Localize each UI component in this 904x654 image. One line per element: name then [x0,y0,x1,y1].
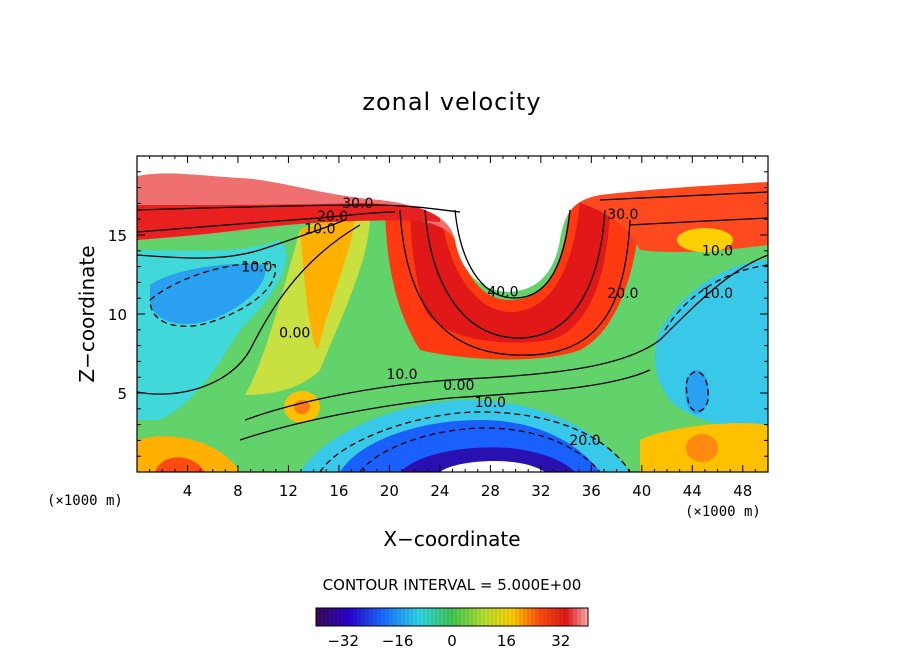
colorbar-tick-label: 32 [551,632,570,650]
x-tick-label: 32 [531,482,550,500]
field-region-right-yellow [677,228,733,252]
x-tick-label: 12 [279,482,298,500]
contour-line-40-u [454,209,571,299]
y-tick-label: 5 [117,385,127,403]
contour-interval-text: CONTOUR INTERVAL = 5.000E+00 [322,576,582,594]
chart-title: zonal velocity [362,88,542,116]
contour-label: 0.00 [279,326,310,342]
contour-label: 10.0 [241,259,272,275]
x-tick-label: 24 [430,482,449,500]
contour-label: 10.0 [702,244,733,260]
colorbar-stripes [319,608,585,626]
contour-line-neg10-bottom [319,411,631,472]
y-tick-label: 10 [108,306,127,324]
contour-label: 10.0 [304,221,335,237]
y-axis-title: Z−coordinate [75,245,99,382]
x-tick-label: 28 [481,482,500,500]
field-region-top-red [137,203,440,240]
x-axis: 4 8 12 16 20 24 28 32 36 40 44 48 [149,156,756,500]
contour-label: 30.0 [342,196,373,212]
contour-line-neg10-right [664,264,768,331]
contour-lines [137,191,768,441]
contour-line-10-left [137,219,346,259]
x-tick-label: 8 [233,482,243,500]
field-region-right-cyan [654,260,768,430]
contour-label: 0.00 [443,378,474,394]
contour-label: 30.0 [607,207,638,223]
contour-label: 10.0 [475,395,506,411]
x-tick-label: 36 [582,482,601,500]
field-region-bottom-blank [440,461,545,472]
y-tick-label: 15 [108,227,127,245]
heatmap-field [137,156,768,472]
field-region-bottom-left-red [155,457,205,472]
contour-line-neg20-bottom [359,427,601,472]
x-tick-label: 16 [329,482,348,500]
x-tick-label: 40 [632,482,651,500]
x-tick-label: 48 [733,482,752,500]
contour-label: 40.0 [487,285,518,301]
contour-line-30-right [599,191,768,201]
x-tick-label: 20 [380,482,399,500]
contour-line-30-left [137,204,461,213]
contour-line-neg10-left [149,262,276,327]
contour-line-neg-right-loop [685,371,709,412]
contour-label: 20.0 [317,209,348,225]
contour-lines-negative [149,262,768,472]
contour-line-0-mid [239,369,651,441]
x-unit-right: (×1000 m) [685,504,761,520]
x-axis-title: X−coordinate [383,527,520,551]
field-region-right-blue [685,370,709,414]
x-tick-label: 44 [683,482,702,500]
contour-line-20-left [137,211,396,233]
contour-label: 20.0 [569,433,600,449]
contour-line-20-right [629,217,768,226]
x-unit-left: (×1000 m) [47,493,123,509]
field-region-bottom-right-orange [686,434,718,462]
contour-line-0-left [137,224,361,395]
contour-line-10-mid [244,254,768,421]
contour-label: 20.0 [607,286,638,302]
field-region-left-blue [150,263,266,324]
colorbar-tick-label: 0 [447,632,457,650]
field-region-blank-top-left [137,156,768,292]
contour-line-20-u [399,209,631,356]
contour-label: 10.0 [702,286,733,302]
contour-label-layer: 30.020.010.010.00.0040.030.020.010.010.0… [241,196,733,449]
colorbar-tick-label: 16 [497,632,516,650]
colorbar-ticks: −32 −16 0 16 32 [327,632,570,650]
contour-line-30-u [424,209,606,339]
colorbar-tick-label: −16 [382,632,414,650]
contour-label: 10.0 [386,367,417,383]
colorbar [315,607,589,627]
field-region-red-u-inner [410,200,610,343]
x-tick-label: 4 [183,482,193,500]
colorbar-tick-label: −32 [327,632,359,650]
y-axis: 5 10 15 [108,171,768,457]
field-region-orange-left [300,218,355,350]
